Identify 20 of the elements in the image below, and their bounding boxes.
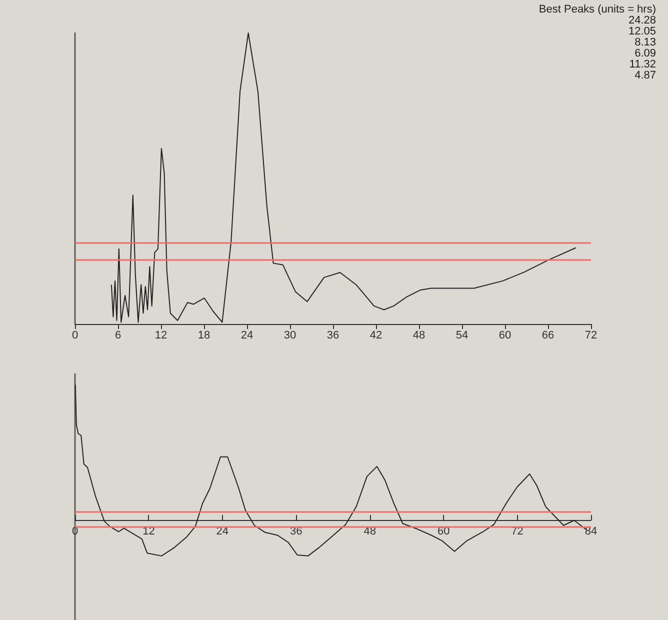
x-tick-label: 18 bbox=[198, 330, 210, 342]
text: 12.05 bbox=[628, 26, 656, 38]
text: 4.87 bbox=[634, 70, 656, 82]
x-tick-label: 24 bbox=[240, 330, 254, 342]
x-tick-label: 0 bbox=[72, 330, 78, 342]
x-tick-label: 42 bbox=[370, 330, 382, 342]
text: 8.13 bbox=[634, 36, 656, 48]
text: 6.09 bbox=[634, 48, 656, 60]
x-tick-label: 30 bbox=[284, 330, 296, 342]
x-tick-label: 12 bbox=[154, 330, 168, 342]
x-tick-label: 6 bbox=[114, 330, 122, 342]
x-tick-label: 36 bbox=[326, 330, 340, 342]
x-tick-label: 54 bbox=[456, 330, 468, 342]
text: 11.32 bbox=[629, 58, 656, 70]
x-tick-label: 66 bbox=[542, 330, 554, 342]
x-tick-label: 72 bbox=[584, 330, 598, 342]
text: 24.28 bbox=[628, 14, 656, 26]
text: Best Peaks (units = hrs) bbox=[538, 4, 656, 16]
x-tick-label: 48 bbox=[412, 330, 426, 342]
x-tick-label: 60 bbox=[498, 330, 512, 342]
